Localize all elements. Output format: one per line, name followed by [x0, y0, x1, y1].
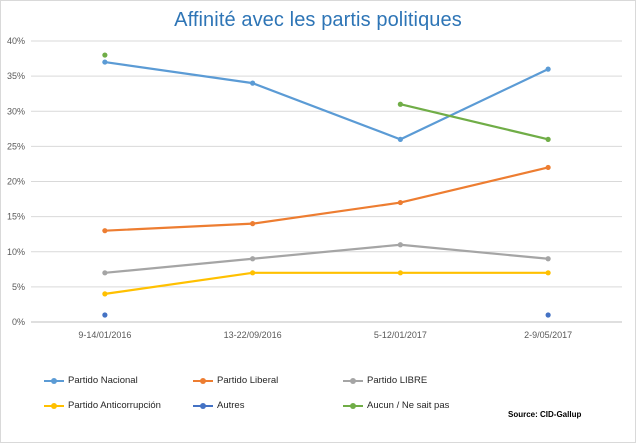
x-tick-label: 13-22/09/2016: [224, 330, 282, 340]
legend-item: Partido Liberal: [193, 375, 278, 386]
data-point-partido-anticorrupcion: [397, 270, 403, 276]
data-point-partido-liberal: [397, 199, 403, 206]
legend-swatch: [343, 377, 363, 384]
data-point-aucun-ne-sait-pas: [102, 52, 108, 58]
legend-label: Partido LIBRE: [367, 375, 428, 386]
legend-swatch: [193, 402, 213, 409]
legend-swatch: [343, 402, 363, 409]
series-line-partido-nacional: [104, 60, 549, 141]
data-point-partido-nacional: [397, 136, 403, 142]
series-line-partido-anticorrupcion: [104, 271, 549, 295]
data-point-aucun-ne-sait-pas: [545, 136, 551, 142]
legend-label: Aucun / Ne sait pas: [367, 400, 450, 411]
legend-item: Autres: [193, 400, 244, 411]
legend-item: Partido LIBRE: [343, 375, 427, 386]
data-point-autres: [102, 312, 108, 318]
legend-label: Autres: [217, 400, 245, 411]
data-point-partido-libre: [102, 270, 108, 276]
data-point-partido-nacional: [545, 66, 551, 72]
legend-label: Partido Anticorrupción: [68, 400, 161, 411]
data-point-partido-libre: [545, 256, 551, 262]
data-point-partido-nacional: [102, 59, 108, 65]
chart-title: Affinité avec les partis politiques: [174, 9, 462, 31]
x-tick-label: 5-12/01/2017: [374, 330, 427, 340]
legend-item: Partido Nacional: [44, 375, 138, 386]
y-tick-label: 25%: [7, 141, 25, 151]
data-point-partido-anticorrupcion: [545, 270, 551, 276]
y-tick-label: 30%: [7, 106, 25, 116]
y-tick-label: 40%: [7, 36, 25, 46]
y-tick-label: 15%: [7, 212, 25, 222]
legend-label: Partido Liberal: [217, 375, 279, 386]
data-point-partido-nacional: [250, 80, 256, 86]
series-line-aucun-ne-sait-pas: [400, 103, 549, 141]
line-chart: 0% 5% 10% 15% 20% 25% 30% 35% 40% 9-14/01/2016 13-…: [7, 36, 622, 340]
y-tick-label: 0%: [12, 317, 25, 327]
y-tick-label: 20%: [7, 177, 25, 187]
data-point-partido-liberal: [545, 164, 551, 171]
y-tick-label: 10%: [7, 247, 25, 257]
data-point-autres: [545, 312, 551, 318]
series-line-partido-libre: [104, 243, 549, 274]
x-tick-label: 2-9/05/2017: [524, 330, 572, 340]
data-point-partido-liberal: [250, 221, 256, 227]
legend-swatch: [44, 402, 64, 409]
y-tick-label: 5%: [12, 282, 25, 292]
legend-item: Partido Anticorrupción: [44, 400, 161, 411]
legend-item: Aucun / Ne sait pas: [343, 400, 449, 411]
x-tick-label: 9-14/01/2016: [78, 330, 131, 340]
series-line-partido-liberal: [104, 166, 549, 232]
data-point-partido-anticorrupcion: [250, 270, 256, 276]
legend-swatch: [44, 377, 64, 384]
data-point-partido-anticorrupcion: [102, 291, 108, 297]
chart-source: Source: CID-Gallup: [508, 410, 582, 419]
data-point-partido-liberal: [102, 228, 108, 234]
data-point-partido-libre: [397, 242, 403, 248]
legend-swatch: [193, 377, 213, 384]
y-tick-label: 35%: [7, 71, 25, 81]
legend-label: Partido Nacional: [68, 375, 138, 386]
data-point-aucun-ne-sait-pas: [397, 101, 403, 107]
data-point-partido-libre: [250, 256, 256, 262]
